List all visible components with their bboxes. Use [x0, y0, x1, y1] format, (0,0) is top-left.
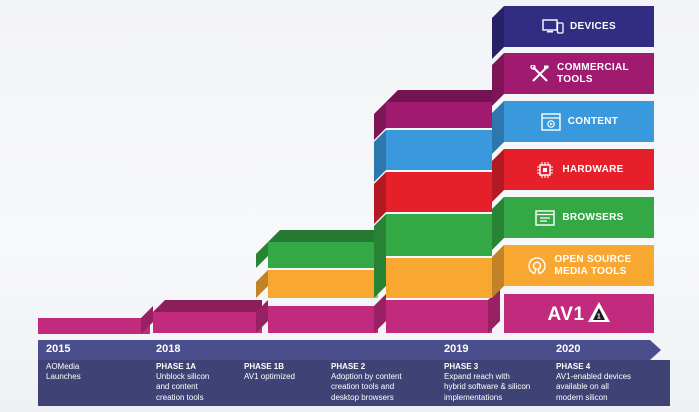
- year-label: 2018: [156, 343, 181, 355]
- phase-description: Expand reach with hybrid software & sili…: [444, 372, 531, 402]
- layer-hardware: HARDWARE: [504, 149, 654, 190]
- hardware-riser-4-riser: [492, 149, 504, 202]
- year-label: 2019: [444, 343, 469, 355]
- browsers-riser-3-riser: [374, 214, 386, 298]
- av1-logo-mark-icon: 1: [587, 301, 611, 328]
- layer-label: DEVICES: [569, 20, 616, 32]
- browsers-riser-2-riser: [256, 242, 268, 268]
- layer-av1: AV1 1: [504, 294, 654, 335]
- tools-icon: [529, 64, 551, 83]
- phase-title: PHASE 2: [331, 362, 366, 371]
- layer-content: CONTENT: [504, 101, 654, 142]
- av1-step-2-front: [268, 306, 378, 333]
- year-label: 2020: [556, 343, 581, 355]
- layer-label: OPEN SOURCE MEDIA TOOLS: [554, 254, 632, 277]
- hardware-step-3-front: [386, 172, 492, 212]
- commercial-riser-3-riser: [374, 102, 386, 140]
- phase-description: AOMedia Launches: [46, 362, 81, 382]
- browsers-step-2-front: [268, 242, 378, 268]
- av1-riser-2-riser: [256, 300, 268, 333]
- osm-riser-2-riser: [256, 270, 268, 298]
- av1-riser-1-riser: [141, 306, 153, 334]
- av1-riser-4-riser: [488, 288, 500, 333]
- content-icon: [540, 112, 562, 131]
- browser-icon: [534, 209, 556, 227]
- timeline: 2015 2018 2019 2020 AOMedia Launches PHA…: [38, 340, 670, 406]
- content-pill-background: [504, 101, 654, 142]
- layer-label: HARDWARE: [562, 163, 624, 175]
- layer-devices: DEVICES: [504, 6, 654, 47]
- phase-description: AV1 optimized: [244, 372, 295, 382]
- phase-title: PHASE 1A: [156, 362, 197, 371]
- devices-pill-background: [504, 6, 654, 47]
- av1-riser-3-riser: [374, 294, 386, 333]
- av1-step-1-front: [153, 312, 262, 333]
- av1-logo: AV1: [547, 303, 585, 325]
- av1-step-4-front: [504, 294, 654, 333]
- layer-commercial-tools: COMMERCIAL TOOLS: [504, 53, 654, 94]
- phase-3: PHASE 3 Expand reach with hybrid softwar…: [444, 362, 530, 403]
- osm-step-3-front: [386, 258, 492, 298]
- layer-label: BROWSERS: [562, 211, 624, 223]
- commercial-step-3-front: [386, 102, 492, 128]
- commercial-pill-background: [504, 53, 654, 94]
- phase-title: PHASE 3: [444, 362, 479, 371]
- content-riser-3-riser: [374, 130, 386, 182]
- phase-4: PHASE 4 AV1-enabled devices available on…: [556, 362, 631, 403]
- phase-title: PHASE 4: [556, 362, 591, 371]
- layer-label: COMMERCIAL TOOLS: [557, 62, 629, 85]
- content-step-3-front: [386, 130, 492, 170]
- timeline-arrow-bar: [38, 340, 661, 360]
- year-label: 2015: [46, 343, 71, 355]
- layer-browsers: BROWSERS: [504, 197, 654, 238]
- phase-2: PHASE 2 Adoption by content creation too…: [331, 362, 402, 403]
- phase-title: PHASE 1B: [244, 362, 285, 371]
- timeline-body: [38, 360, 670, 406]
- browsers-riser-4-riser: [492, 197, 504, 250]
- hardware-pill-background: [504, 149, 654, 190]
- av1-step-3-front: [386, 300, 492, 333]
- av1-step-1-top: [153, 300, 262, 312]
- phase-1b: PHASE 1B AV1 optimized: [244, 362, 295, 382]
- open-source-icon: [526, 256, 548, 275]
- devices-icon: [542, 18, 564, 36]
- commercial-riser-4-riser: [492, 53, 504, 106]
- phase-description: Adoption by content creation tools and d…: [331, 372, 402, 402]
- osm-step-2-front: [268, 270, 378, 298]
- chip-icon: [534, 161, 556, 179]
- layer-label: CONTENT: [567, 115, 619, 127]
- devices-riser-4-riser: [492, 6, 504, 59]
- phase-description: Unblock silicon and content creation too…: [156, 372, 210, 402]
- browsers-step-2-top: [268, 230, 378, 242]
- commercial-step-3-top: [386, 90, 492, 102]
- phase-description: AV1-enabled devices available on all mod…: [556, 372, 632, 402]
- content-riser-4-riser: [492, 101, 504, 154]
- browsers-step-3-front: [386, 214, 492, 256]
- phase-1a: PHASE 1A Unblock silicon and content cre…: [156, 362, 209, 403]
- phase-aomedia: AOMedia Launches: [46, 362, 81, 382]
- hardware-riser-3-riser: [374, 172, 386, 224]
- osm-riser-4-riser: [492, 245, 504, 298]
- layer-open-source-media-tools: OPEN SOURCE MEDIA TOOLS: [504, 245, 654, 286]
- svg-text:1: 1: [596, 313, 600, 320]
- av1-step-0-front: [38, 318, 150, 334]
- browsers-pill-background: [504, 197, 654, 238]
